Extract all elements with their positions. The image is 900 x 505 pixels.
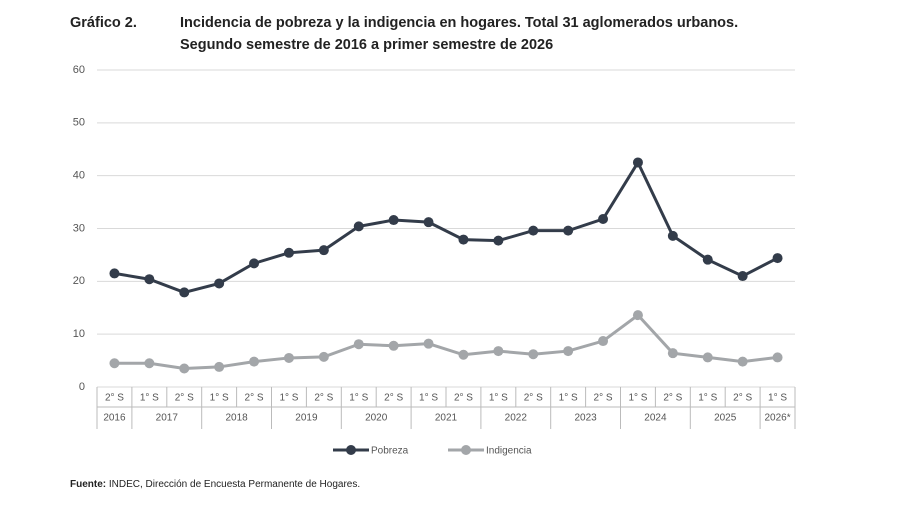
series-line (114, 313, 778, 371)
data-point (109, 268, 120, 279)
data-point (702, 352, 713, 363)
x-tick-label: 2° S (314, 393, 333, 404)
y-tick-label: 40 (73, 170, 85, 182)
x-tick-label: 2° S (245, 393, 264, 404)
y-tick-label: 60 (73, 64, 85, 76)
series-line (114, 159, 779, 294)
chart-title: Incidencia de pobreza y la indigencia en… (180, 15, 738, 31)
data-point (249, 356, 260, 367)
data-point (214, 278, 225, 289)
data-point (528, 349, 539, 360)
data-point (283, 352, 294, 363)
legend-label: Indigencia (486, 446, 532, 457)
data-point (493, 346, 504, 357)
legend-label: Pobreza (371, 446, 409, 457)
x-tick-label: 2° S (105, 393, 124, 404)
data-point (283, 247, 294, 258)
data-point (493, 235, 504, 246)
x-tick-label: 1° S (489, 393, 508, 404)
y-tick-label: 50 (73, 117, 85, 129)
x-group-label: 2018 (225, 413, 248, 424)
x-tick-label: 1° S (419, 393, 438, 404)
x-tick-label: 1° S (768, 393, 787, 404)
data-point (318, 351, 329, 362)
data-point (388, 340, 399, 351)
data-point (667, 230, 678, 241)
chart-label: Gráfico 2. (70, 15, 137, 31)
data-point (179, 287, 190, 298)
x-tick-label: 2° S (175, 393, 194, 404)
data-point (772, 253, 783, 264)
x-tick-label: 1° S (628, 393, 647, 404)
y-tick-label: 20 (73, 275, 85, 287)
x-group-label: 2026* (764, 413, 790, 424)
x-tick-label: 2° S (733, 393, 752, 404)
x-tick-label: 1° S (279, 393, 298, 404)
data-point (458, 234, 469, 245)
data-point (353, 221, 364, 232)
data-point (667, 348, 678, 359)
data-point (737, 356, 748, 367)
x-tick-label: 2° S (594, 393, 613, 404)
data-point (353, 339, 364, 350)
x-group-label: 2017 (156, 413, 179, 424)
x-group-label: 2019 (295, 413, 318, 424)
x-tick-label: 2° S (663, 393, 682, 404)
data-point (702, 254, 713, 265)
x-tick-label: 2° S (454, 393, 473, 404)
data-point (109, 358, 120, 369)
source-text: INDEC, Dirección de Encuesta Permanente … (109, 479, 360, 490)
x-tick-label: 1° S (349, 393, 368, 404)
y-tick-label: 0 (79, 381, 85, 393)
data-point (179, 363, 190, 374)
data-point (144, 358, 155, 369)
source-note: Fuente: INDEC, Dirección de Encuesta Per… (70, 479, 360, 490)
data-point (632, 310, 643, 321)
data-point (423, 338, 434, 349)
data-point (214, 361, 225, 372)
data-point (598, 336, 609, 347)
x-tick-label: 1° S (698, 393, 717, 404)
x-group-label: 2016 (103, 413, 126, 424)
x-group-label: 2023 (574, 413, 597, 424)
x-tick-label: 1° S (210, 393, 229, 404)
legend-marker (461, 445, 471, 455)
x-group-label: 2021 (435, 413, 458, 424)
y-tick-label: 10 (73, 328, 85, 340)
data-point (563, 225, 574, 236)
data-point (144, 274, 155, 285)
data-point (772, 352, 783, 363)
x-group-label: 2024 (644, 413, 667, 424)
data-point (388, 215, 399, 226)
data-point (423, 217, 434, 228)
data-point (563, 346, 574, 357)
x-group-label: 2025 (714, 413, 737, 424)
x-tick-label: 1° S (140, 393, 159, 404)
source-label: Fuente: (70, 479, 106, 490)
chart-subtitle: Segundo semestre de 2016 a primer semest… (180, 37, 553, 53)
data-point (249, 258, 260, 269)
x-tick-label: 2° S (384, 393, 403, 404)
data-point (632, 157, 643, 168)
data-point (528, 225, 539, 236)
y-tick-label: 30 (73, 222, 85, 234)
x-tick-label: 1° S (559, 393, 578, 404)
x-tick-label: 2° S (524, 393, 543, 404)
data-point (458, 349, 469, 360)
x-group-label: 2020 (365, 413, 388, 424)
legend-marker (346, 445, 356, 455)
data-point (598, 213, 609, 224)
x-group-label: 2022 (505, 413, 528, 424)
data-point (318, 245, 329, 256)
data-point (737, 271, 748, 282)
